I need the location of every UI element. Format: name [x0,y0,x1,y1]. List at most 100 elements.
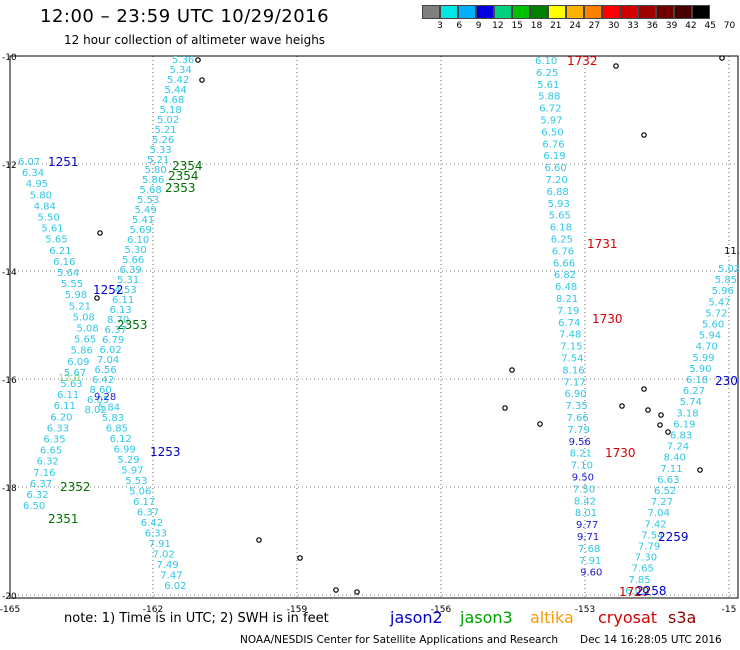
pass-time-label-jason2: 1252 [93,283,124,297]
legend-tick-label: 36 [646,21,659,31]
swh-value-track-a: 5.02 [157,115,179,126]
swh-value-track-d: 7.10 [571,461,593,472]
swh-value-track-d: 7.68 [578,544,600,555]
swh-value-track-a: 6.37 [105,325,127,336]
legend-swatch [548,5,566,19]
swh-value-track-b: 6.50 [23,501,45,512]
swh-value-track-a: 5.69 [130,225,152,236]
legend-swatch [494,5,512,19]
color-scale-legend [422,5,710,19]
longitude-tick-label: -156 [431,605,452,615]
swh-value-track-d: 9.56 [569,437,591,448]
swh-value-track-d: 7.91 [579,556,601,567]
swh-value-track-c: 6.99 [114,445,136,456]
island-outline [297,555,303,561]
island-outline [658,412,664,418]
swh-value-track-a: 5.33 [150,145,172,156]
swh-value-track-d: 6.72 [539,104,561,115]
legend-swatch [692,5,710,19]
swh-value-track-a: 7.04 [97,355,119,366]
swh-value-track-d: 7.19 [557,306,579,317]
island-outline [256,537,262,543]
legend-swatch [566,5,584,19]
satellite-legend-altika: altika [530,608,574,627]
swh-value-track-d: 6.50 [541,127,563,138]
swh-value-track-c: 5.06 [129,487,151,498]
pass-time-label-jason3: 2353 [117,318,148,332]
swh-value-track-c: 5.53 [125,476,147,487]
swh-value-track-b: 5.21 [69,301,91,312]
swh-value-track-d: 5.88 [538,92,560,103]
swh-value-track-b: 6.16 [53,257,75,268]
swh-value-track-b: 6.21 [49,246,71,257]
swh-value-track-a: 5.21 [155,125,177,136]
swh-value-track-a: 6.39 [120,265,142,276]
swh-value-track-c: 5.29 [117,455,139,466]
swh-value-track-d: 6.66 [553,258,575,269]
swh-value-track-a: 5.31 [117,275,139,286]
satellite-legend-jason2: jason2 [390,608,443,627]
swh-value-track-b: 12.0 [58,373,80,384]
chart-title: 12:00 – 23:59 UTC 10/29/2016 [40,6,330,27]
swh-value-track-e: 7.30 [635,553,657,564]
swh-value-track-b: 6.33 [47,423,69,434]
longitude-tick-label: -15 [722,605,737,615]
swh-value-track-b: 5.08 [77,324,99,335]
swh-value-track-e: 7.11 [660,464,682,475]
swh-value-track-a: 5.18 [160,105,182,116]
swh-value-track-d: 8.42 [574,496,596,507]
swh-value-track-a: 5.53 [137,195,159,206]
swh-value-track-d: 7.79 [568,425,590,436]
island-outline [509,367,515,373]
swh-value-track-e: 7.79 [638,542,660,553]
swh-value-track-c: 6.02 [164,581,186,592]
swh-value-track-e: 5.96 [712,286,734,297]
swh-value-track-c: 6.42 [141,518,163,529]
legend-swatch [440,5,458,19]
longitude-tick-label: -165 [0,605,20,615]
satellite-legend-cryosat: cryosat [598,608,658,627]
swh-value-track-b: 5.80 [30,190,52,201]
swh-value-track-c: 6.33 [145,529,167,540]
pass-time-label-jason3: 2353 [165,181,196,195]
legend-tick-label: 45 [704,21,716,31]
legend-tick-label: 24 [569,21,581,31]
swh-value-track-a: 5.36 [172,55,194,66]
swh-value-track-b: 5.63 [60,379,82,390]
swh-value-track-e: 5.85 [715,275,737,286]
legend-tick-label: 9 [475,21,482,31]
generated-timestamp: Dec 14 16:28:05 UTC 2016 [580,634,722,646]
pass-time-label-cryosat: 1732 [567,54,598,68]
legend-tick-label: 39 [665,21,678,31]
legend-swatch [458,5,476,19]
swh-value-track-e: 7.27 [651,497,673,508]
latitude-tick-label: -16 [2,376,17,386]
swh-value-track-d: 6.90 [564,389,586,400]
island-outline [645,407,651,413]
swh-value-track-d: 9.60 [580,568,602,579]
swh-value-track-e: 5.47 [708,297,730,308]
swh-value-track-e: 6.63 [657,475,679,486]
swh-value-track-e: 5.74 [680,397,702,408]
swh-value-track-d: 9.71 [577,532,599,543]
island-outline [94,295,100,301]
swh-value-track-d: 8.16 [562,365,584,376]
swh-value-track-e: 6.18 [686,375,708,386]
legend-tick-label: 12 [492,21,504,31]
swh-value-track-c: 5.83 [102,413,124,424]
swh-value-track-c: 7.49 [156,560,178,571]
swh-value-track-e: 3.18 [676,408,698,419]
swh-value-track-c: 6.85 [106,424,128,435]
pass-time-label-jason3: 2352 [60,480,91,494]
swh-value-track-c: 5.97 [121,466,143,477]
swh-value-track-a: 6.56 [95,365,117,376]
swh-value-track-a: 5.42 [167,75,189,86]
swh-value-track-d: 6.48 [555,282,577,293]
latitude-tick-label: -10 [2,53,17,63]
legend-swatch [512,5,530,19]
swh-value-track-e: 5.94 [699,331,721,342]
swh-value-track-d: 5.97 [540,116,562,127]
swh-value-track-a: 6.13 [110,305,132,316]
swh-value-track-a: 8.70 [107,315,129,326]
swh-value-track-a: 5.86 [142,175,164,186]
